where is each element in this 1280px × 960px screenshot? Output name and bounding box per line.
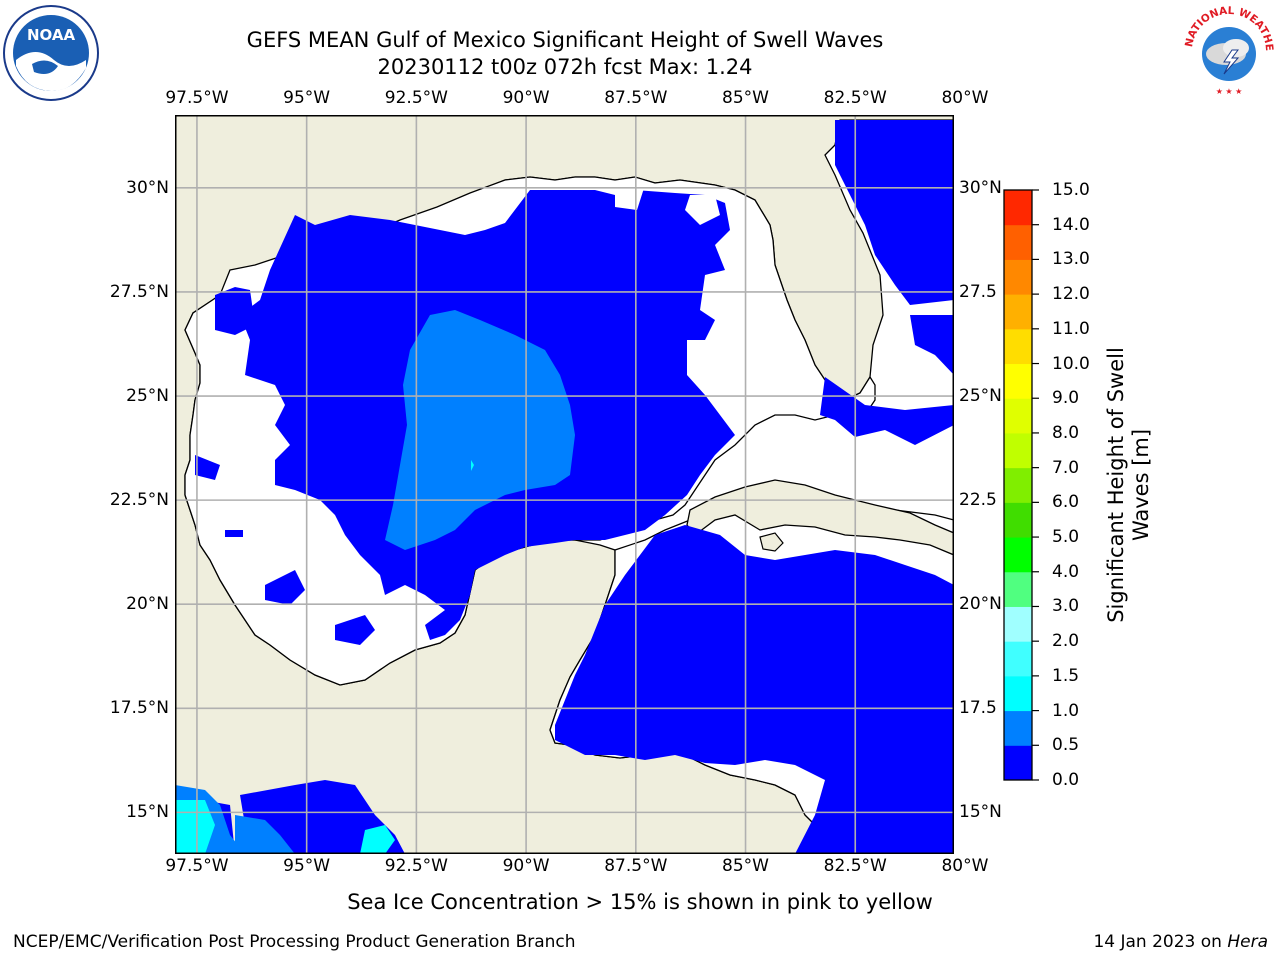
colorbar-segment: [1004, 363, 1032, 399]
colorbar-segment: [1004, 432, 1032, 469]
footer-host: Hera: [1227, 932, 1268, 952]
colorbar-tick-label: 7.0: [1052, 457, 1080, 478]
footer-date: 14 Jan 2023 on Hera: [1093, 932, 1268, 952]
map-grid: [175, 115, 954, 854]
colorbar-segment: [1004, 467, 1032, 503]
colorbar-tick-label: 13.0: [1052, 249, 1090, 270]
colorbar-segment: [1004, 224, 1032, 260]
map-panel: [175, 115, 954, 854]
sea-ice-note: Sea Ice Concentration > 15% is shown in …: [347, 890, 933, 914]
lat-tick-label-right: 25°N: [959, 386, 1002, 407]
colorbar-tick-label: 1.0: [1052, 700, 1080, 721]
lat-tick-label-left: 30°N: [126, 177, 169, 198]
lat-tick-label-right: 22.5: [959, 490, 997, 511]
land-cuba: [686, 479, 954, 556]
chart-subtitle: 20230112 t00z 072h fcst Max: 1.24: [377, 55, 753, 79]
colorbar-segment: [1004, 259, 1032, 295]
colorbar-tick-label: 5.0: [1052, 527, 1080, 548]
lat-tick-label-right: 30°N: [959, 177, 1002, 198]
lon-tick-label-bottom: 87.5°W: [604, 856, 668, 876]
colorbar-segment: [1004, 641, 1032, 677]
lon-tick-label-bottom: 95°W: [283, 856, 331, 876]
colorbar-tick-label: 10.0: [1052, 353, 1090, 374]
lon-tick-label-top: 95°W: [283, 88, 331, 108]
colorbar-tick-label: 0.5: [1052, 735, 1080, 756]
colorbar-segment: [1004, 537, 1032, 573]
colorbar-segment: [1004, 502, 1032, 538]
colorbar-segment: [1004, 571, 1032, 607]
lon-tick-label-top: 92.5°W: [384, 88, 448, 108]
land-isle: [759, 532, 784, 552]
lat-tick-label-right: 27.5: [959, 281, 997, 302]
colorbar-segment: [1004, 675, 1032, 712]
lon-tick-label-top: 90°W: [502, 88, 550, 108]
lat-tick-label-left: 27.5°N: [109, 281, 169, 302]
colorbar-tick-label: 4.0: [1052, 561, 1080, 582]
colorbar: [1003, 189, 1039, 781]
noaa-logo: NOAA: [3, 5, 99, 101]
lon-tick-label-bottom: 80°W: [941, 856, 989, 876]
colorbar-segment: [1004, 398, 1032, 434]
colorbar-label-line2: Waves [m]: [1129, 428, 1153, 542]
colorbar-tick-label: 6.0: [1052, 492, 1080, 513]
nws-logo: NATIONAL WEATHER SERVICE ★ ★ ★: [1180, 2, 1275, 97]
colorbar-segment: [1004, 606, 1032, 642]
swell-no-data-coast: [615, 185, 760, 485]
lon-tick-label-top: 82.5°W: [823, 88, 887, 108]
lat-tick-label-right: 20°N: [959, 594, 1002, 615]
lat-tick-label-left: 25°N: [126, 386, 169, 407]
map-frame: [175, 115, 954, 854]
noaa-logo-text: NOAA: [27, 26, 76, 44]
colorbar-tick-label: 9.0: [1052, 388, 1080, 409]
colorbar-tick-label: 8.0: [1052, 422, 1080, 443]
lon-tick-label-bottom: 92.5°W: [384, 856, 448, 876]
colorbar-tick-label: 15.0: [1052, 180, 1090, 200]
lon-tick-label-top: 87.5°W: [604, 88, 668, 108]
colorbar-tick-label: 14.0: [1052, 214, 1090, 235]
svg-text:★ ★ ★: ★ ★ ★: [1216, 87, 1243, 96]
colorbar-segment: [1004, 294, 1032, 330]
colorbar-tick-label: 11.0: [1052, 318, 1090, 339]
lon-tick-label-top: 85°W: [722, 88, 770, 108]
lat-tick-label-right: 17.5: [959, 698, 997, 719]
colorbar-tick-label: 2.0: [1052, 631, 1080, 652]
lon-tick-label-top: 97.5°W: [165, 88, 229, 108]
chart-title: GEFS MEAN Gulf of Mexico Significant Hei…: [246, 28, 884, 52]
swell-1-1.5m: [175, 460, 474, 854]
lon-tick-label-bottom: 97.5°W: [165, 856, 229, 876]
colorbar-label-line1: Significant Height of Swell: [1104, 347, 1128, 623]
colorbar-segment: [1004, 190, 1032, 226]
footer-credit: NCEP/EMC/Verification Post Processing Pr…: [13, 932, 576, 952]
footer-date-text: 14 Jan 2023 on: [1093, 932, 1228, 952]
lat-tick-label-left: 20°N: [126, 594, 169, 615]
colorbar-segment: [1004, 710, 1032, 746]
lon-tick-label-bottom: 82.5°W: [823, 856, 887, 876]
colorbar-segment: [1004, 328, 1032, 365]
lat-tick-label-left: 17.5°N: [109, 698, 169, 719]
lon-tick-label-bottom: 90°W: [502, 856, 550, 876]
colorbar-tick-label: 3.0: [1052, 596, 1080, 617]
lat-tick-label-left: 22.5°N: [109, 490, 169, 511]
colorbar-tick-label: 1.5: [1052, 665, 1080, 686]
colorbar-tick-label: 12.0: [1052, 284, 1090, 305]
lat-tick-label-right: 15°N: [959, 802, 1002, 823]
lat-tick-label-left: 15°N: [126, 802, 169, 823]
lon-tick-label-top: 80°W: [941, 88, 989, 108]
colorbar-frame: [1003, 189, 1033, 781]
colorbar-segment: [1004, 745, 1032, 781]
colorbar-tick-label: 0.0: [1052, 770, 1080, 790]
lon-tick-label-bottom: 85°W: [722, 856, 770, 876]
